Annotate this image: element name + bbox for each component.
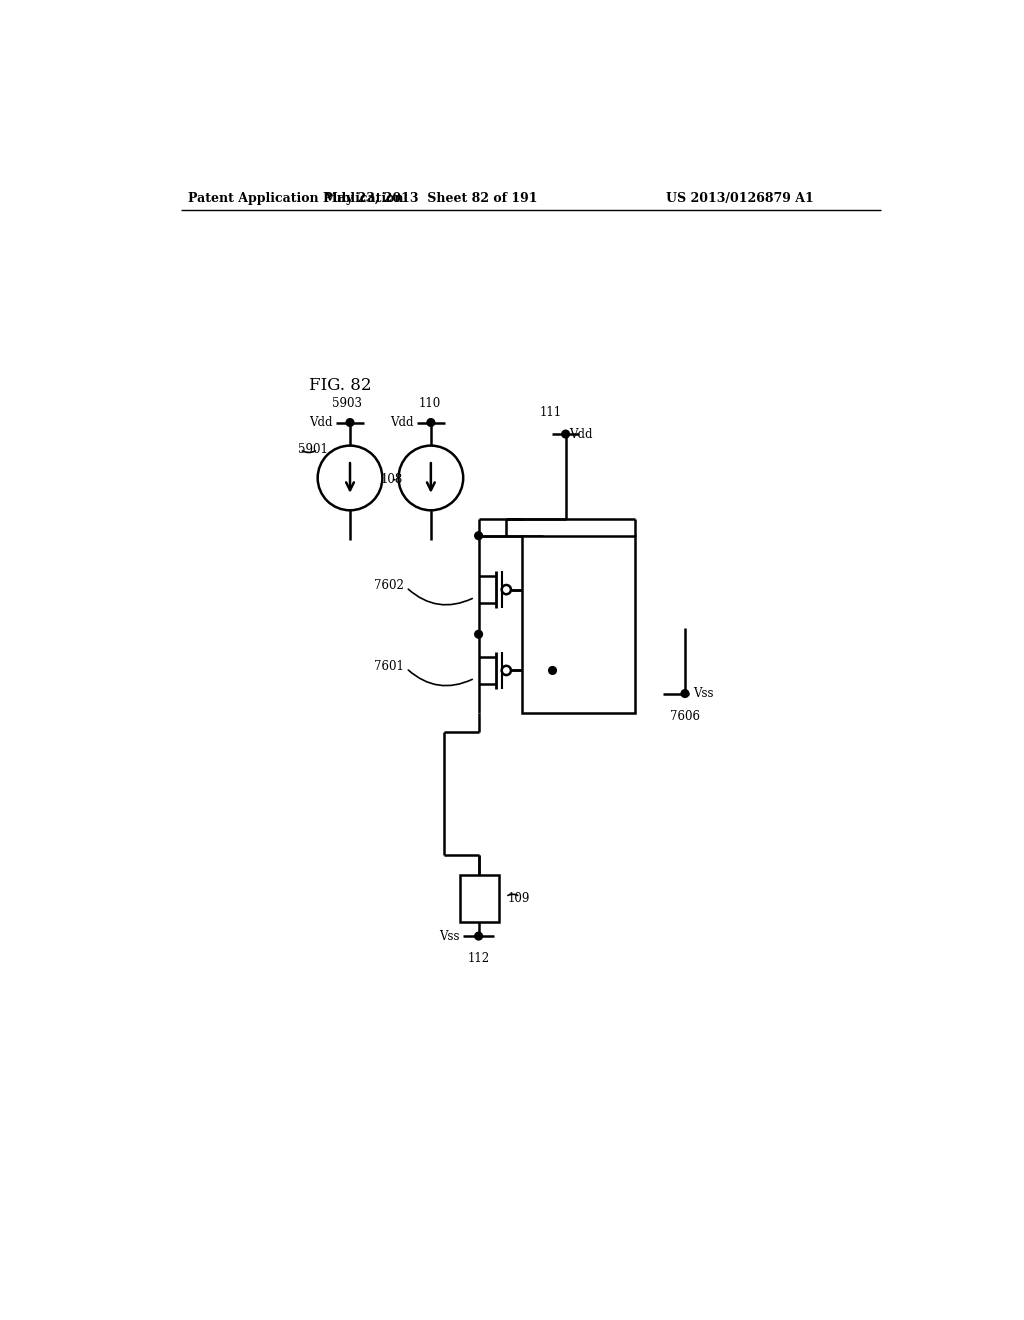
Text: 5901: 5901 xyxy=(298,444,328,455)
Text: Vss: Vss xyxy=(692,686,713,700)
Text: Vss: Vss xyxy=(439,929,460,942)
Text: Patent Application Publication: Patent Application Publication xyxy=(188,191,403,205)
Circle shape xyxy=(427,418,435,426)
Text: 111: 111 xyxy=(540,407,562,418)
Circle shape xyxy=(317,446,382,511)
Circle shape xyxy=(549,667,556,675)
Text: May 23, 2013  Sheet 82 of 191: May 23, 2013 Sheet 82 of 191 xyxy=(325,191,538,205)
Circle shape xyxy=(346,418,354,426)
Circle shape xyxy=(502,585,511,594)
Text: 7601: 7601 xyxy=(374,660,403,673)
Text: 7604: 7604 xyxy=(578,545,607,557)
Circle shape xyxy=(562,430,569,438)
Text: Vdd: Vdd xyxy=(309,416,333,429)
Circle shape xyxy=(502,665,511,675)
Text: 5903: 5903 xyxy=(332,397,361,409)
Bar xyxy=(521,536,635,713)
Text: 108: 108 xyxy=(381,473,403,486)
Text: 112: 112 xyxy=(468,952,489,965)
Text: Vdd: Vdd xyxy=(390,416,414,429)
Circle shape xyxy=(475,932,482,940)
Text: 7606: 7606 xyxy=(670,710,700,723)
Circle shape xyxy=(398,446,463,511)
Bar xyxy=(460,874,499,923)
Circle shape xyxy=(681,689,689,697)
Circle shape xyxy=(475,532,482,540)
Text: US 2013/0126879 A1: US 2013/0126879 A1 xyxy=(666,191,813,205)
Text: FIG. 82: FIG. 82 xyxy=(309,378,372,395)
Text: 7602: 7602 xyxy=(374,579,403,593)
Circle shape xyxy=(475,631,482,638)
Text: 110: 110 xyxy=(418,397,440,409)
Text: Vdd: Vdd xyxy=(569,428,593,441)
Text: 109: 109 xyxy=(508,892,530,906)
